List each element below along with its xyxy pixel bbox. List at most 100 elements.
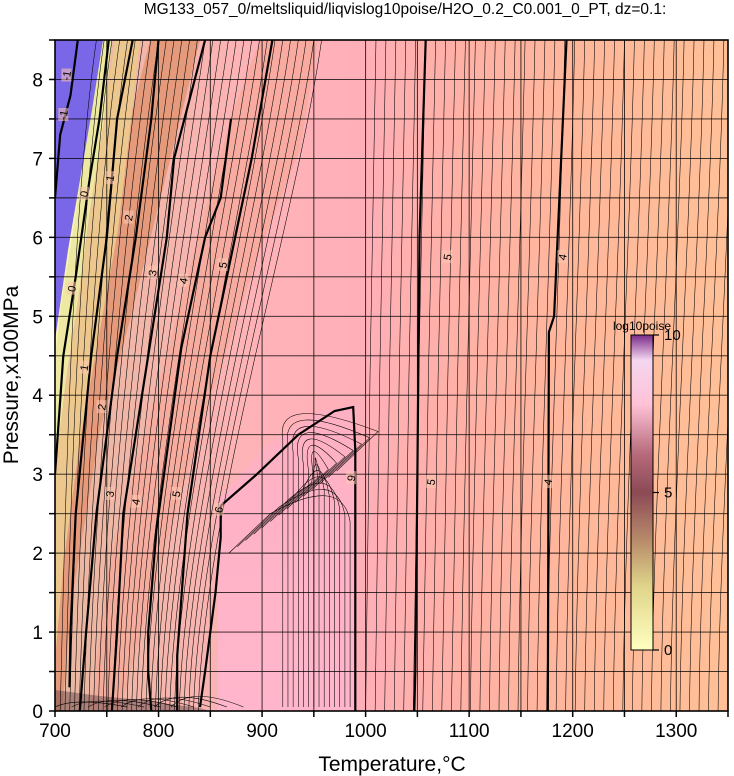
contour-label-bg bbox=[66, 281, 77, 295]
minor-contour bbox=[365, 40, 377, 711]
contour-label-bg bbox=[442, 250, 453, 264]
y-tick-label: 5 bbox=[32, 307, 43, 328]
contour-label: 2 bbox=[123, 210, 136, 224]
x-axis-ticks: 700 800 900 1000 1100 1200 1300 bbox=[39, 711, 729, 742]
high-viscosity-region bbox=[218, 405, 356, 711]
y-tick-label: 1 bbox=[32, 623, 43, 644]
grid-lines bbox=[55, 40, 728, 711]
minor-contour bbox=[286, 419, 371, 708]
minor-contour bbox=[660, 40, 685, 711]
contour-labels: -1 -1 0 0 1 1 2 2 3 3 4 4 5 5 6 9 5 5 4 4 bbox=[58, 68, 570, 516]
contour-label-text: 2 bbox=[123, 214, 136, 222]
contour-label: 6 bbox=[213, 502, 226, 516]
major-contour bbox=[147, 118, 233, 711]
minor-contour bbox=[145, 40, 237, 711]
contour-label: 4 bbox=[557, 250, 570, 264]
x-tick-label: 1300 bbox=[655, 721, 697, 742]
minor-contour bbox=[603, 40, 625, 711]
contour-label: 9 bbox=[346, 471, 359, 485]
contour-label-text: 1 bbox=[79, 364, 92, 372]
minor-contour bbox=[574, 40, 595, 711]
minor-contour bbox=[698, 40, 725, 711]
minor-contour bbox=[183, 40, 299, 711]
contour-label: 3 bbox=[104, 486, 117, 500]
minor-contour bbox=[64, 40, 105, 711]
minor-contour bbox=[613, 40, 635, 711]
minor-contour bbox=[245, 482, 341, 708]
contour-label: -1 bbox=[61, 68, 74, 82]
band-level-2 bbox=[55, 40, 140, 660]
contour-label-text: 6 bbox=[213, 506, 226, 514]
contour-label-bg bbox=[96, 400, 107, 414]
minor-contour bbox=[460, 40, 476, 711]
contour-label: -1 bbox=[58, 107, 71, 121]
contour-label: 5 bbox=[442, 250, 455, 264]
minor-contour bbox=[98, 40, 159, 711]
y-axis-label: Pressure,x100MPa bbox=[0, 285, 23, 464]
minor-contour bbox=[278, 457, 321, 708]
contour-label-text: 4 bbox=[178, 277, 191, 285]
minor-contour bbox=[670, 40, 695, 711]
minor-contour bbox=[193, 40, 315, 711]
minor-contour bbox=[593, 40, 615, 711]
contour-label-text: 2 bbox=[96, 403, 109, 411]
contour-label-bg bbox=[217, 257, 228, 271]
minor-contour bbox=[170, 696, 244, 708]
minor-contour bbox=[270, 464, 325, 708]
minor-contour bbox=[155, 40, 252, 711]
contour-label: 4 bbox=[130, 494, 143, 508]
contour-label-text: 3 bbox=[147, 269, 160, 277]
contour-label-bg bbox=[346, 471, 357, 485]
minor-contour bbox=[169, 40, 276, 711]
contour-label-text: 1 bbox=[104, 174, 117, 182]
minor-contour bbox=[297, 432, 354, 708]
minor-contour bbox=[689, 40, 715, 711]
minor-contour bbox=[136, 40, 221, 711]
y-tick-label: 7 bbox=[32, 149, 43, 170]
contour-label-bg bbox=[61, 68, 72, 82]
contour-label-bg bbox=[104, 486, 115, 500]
minor-contour bbox=[104, 699, 178, 708]
contour-label-bg bbox=[78, 360, 89, 374]
contour-label-text: 3 bbox=[104, 490, 117, 498]
contour-label-text: 5 bbox=[217, 261, 230, 269]
colorbar-tick-label: 5 bbox=[664, 485, 672, 502]
minor-contours bbox=[55, 40, 728, 711]
y-tick-label: 0 bbox=[32, 702, 43, 723]
minor-contour bbox=[374, 40, 387, 711]
contour-label-text: 5 bbox=[425, 478, 438, 486]
contour-label: 0 bbox=[79, 186, 91, 200]
minor-contour bbox=[527, 40, 546, 711]
minor-contour bbox=[198, 40, 322, 711]
x-tick-label: 1100 bbox=[449, 721, 490, 742]
contour-label: 5 bbox=[171, 486, 184, 500]
contour-label-bg bbox=[58, 107, 69, 121]
minor-contour bbox=[517, 40, 536, 711]
x-tick-label: 1200 bbox=[552, 721, 594, 742]
minor-contour bbox=[536, 40, 556, 711]
x-tick-label: 1000 bbox=[344, 721, 386, 742]
contour-label-text: 9 bbox=[346, 474, 359, 482]
colorbar-tick-label: 10 bbox=[664, 327, 681, 344]
colorbar-ticks: 0 5 10 bbox=[653, 327, 681, 659]
minor-contour bbox=[708, 203, 728, 711]
minor-contour bbox=[228, 495, 351, 708]
contour-label-bg bbox=[147, 265, 158, 279]
minor-contour bbox=[565, 40, 585, 711]
contour-label: 5 bbox=[217, 257, 230, 271]
contour-label-bg bbox=[123, 210, 134, 224]
y-tick-label: 4 bbox=[32, 386, 43, 407]
contour-label-bg bbox=[171, 486, 182, 500]
minor-contour bbox=[159, 40, 260, 711]
x-axis-label: Temperature,°C bbox=[318, 753, 465, 776]
minor-contour bbox=[508, 40, 526, 711]
minor-contour bbox=[140, 40, 229, 711]
plot-area: -1 -1 0 0 1 1 2 2 3 3 4 4 5 5 6 9 5 5 4 4 bbox=[55, 40, 728, 711]
minor-contour bbox=[717, 414, 728, 711]
contour-label: 1 bbox=[104, 171, 117, 185]
minor-contour bbox=[88, 40, 144, 711]
minor-contour bbox=[178, 40, 291, 711]
colorbar: log10poise 0 5 10 bbox=[613, 319, 681, 659]
minor-contour bbox=[679, 40, 705, 711]
contour-label: 0 bbox=[66, 281, 79, 295]
